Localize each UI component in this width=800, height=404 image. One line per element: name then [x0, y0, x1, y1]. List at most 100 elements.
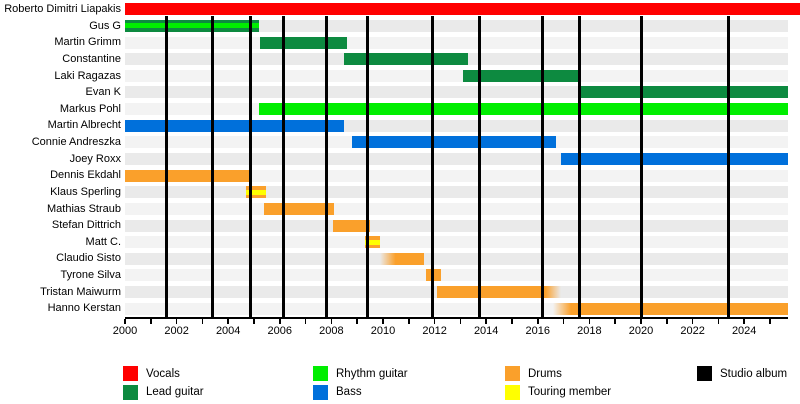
member-label: Claudio Sisto: [56, 252, 121, 265]
row-band: [125, 219, 788, 232]
timeline-bar-rhythm_guitar: [259, 103, 789, 116]
axis-tick: [150, 318, 152, 324]
legend-swatch-vocals: [123, 366, 138, 381]
axis-year-label: 2004: [215, 325, 241, 337]
member-label: Joey Roxx: [69, 152, 121, 165]
legend-label-rhythm_guitar: Rhythm guitar: [336, 367, 408, 380]
legend-label-lead_guitar: Lead guitar: [146, 386, 204, 398]
row-band: [125, 69, 788, 82]
timeline-bar-vocals: [125, 3, 800, 16]
axis-year-label: 2008: [319, 325, 344, 337]
axis-tick: [433, 318, 436, 324]
axis-tick: [640, 318, 642, 324]
axis-year-label: 2010: [370, 325, 396, 337]
timeline-bar-drums: [553, 302, 789, 315]
member-label: Laki Ragazas: [54, 69, 121, 82]
member-label: Klaus Sperling: [50, 185, 121, 198]
timeline-bar-bass: [561, 152, 789, 165]
legend-label-touring_member: Touring member: [528, 386, 612, 398]
studio-album-line: [282, 16, 286, 317]
legend-label-vocals: Vocals: [146, 367, 180, 380]
axis-year-label: 2020: [628, 325, 654, 337]
studio-album-line: [478, 16, 482, 317]
axis-tick: [666, 318, 668, 324]
axis-tick: [201, 318, 204, 324]
axis-year-label: 2018: [577, 325, 602, 337]
axis-tick: [459, 318, 462, 324]
axis-tick: [253, 318, 255, 324]
member-label: Stefan Dittrich: [51, 219, 121, 232]
axis-tick: [175, 318, 178, 324]
member-label: Matt C.: [85, 235, 121, 248]
axis-tick: [382, 318, 384, 324]
axis-year-label: 2022: [680, 325, 705, 337]
timeline-bar-lead_guitar: [344, 53, 469, 66]
axis-tick: [537, 318, 539, 324]
legend-swatch-drums: [505, 366, 520, 381]
timeline-bar-lead_guitar: [579, 86, 789, 99]
studio-album-line: [639, 16, 643, 317]
axis-year-label: 2012: [422, 325, 447, 337]
row-band: [125, 19, 788, 32]
axis-tick: [717, 318, 720, 324]
axis-tick: [614, 318, 616, 324]
member-label: Mathias Straub: [47, 202, 121, 215]
member-label: Constantine: [62, 52, 121, 65]
axis-tick: [691, 318, 694, 324]
studio-album-line: [366, 16, 370, 317]
axis-tick: [743, 318, 745, 324]
axis-year-label: 2002: [164, 325, 189, 337]
x-axis-line: [125, 317, 788, 319]
timeline-bar-lead_guitar: [125, 19, 260, 32]
timeline-bar-bass: [352, 136, 556, 149]
legend-swatch-lead_guitar: [123, 384, 138, 400]
legend-swatch-bass: [313, 384, 328, 400]
row-band: [125, 252, 788, 265]
axis-year-label: 2016: [525, 325, 551, 337]
member-label: Markus Pohl: [59, 102, 121, 115]
axis-tick: [588, 318, 591, 324]
row-band: [125, 186, 788, 199]
row-band: [125, 236, 788, 249]
timeline-bar-drums: [125, 169, 251, 182]
member-label: Martin Grimm: [54, 36, 121, 49]
member-label: Evan K: [85, 86, 121, 99]
inset-stripe-touring_member: [364, 239, 381, 245]
axis-year-label: 2024: [731, 325, 757, 337]
studio-album-line: [211, 16, 215, 317]
member-label: Roberto Dimitri Liapakis: [4, 3, 121, 15]
timeline-bar-drums: [437, 286, 561, 299]
axis-tick: [485, 318, 487, 324]
member-label: Dennis Ekdahl: [50, 169, 121, 182]
studio-album-line: [430, 16, 434, 317]
member-label: Tristan Maiwurm: [40, 285, 121, 298]
timeline-bar-drums: [264, 202, 334, 215]
member-label: Martin Albrecht: [47, 119, 121, 132]
axis-tick: [562, 318, 565, 324]
axis-year-label: 2006: [267, 325, 293, 337]
inset-stripe-rhythm_guitar: [125, 23, 260, 29]
timeline-bar-lead_guitar: [462, 69, 580, 82]
legend-swatch-rhythm_guitar: [313, 366, 328, 381]
studio-album-line: [541, 16, 545, 317]
timeline-bar-drums: [332, 219, 371, 232]
member-label: Hanno Kerstan: [47, 302, 121, 315]
timeline-bar-lead_guitar: [260, 36, 347, 49]
legend-label-bass: Bass: [336, 386, 362, 398]
axis-tick: [124, 318, 126, 324]
studio-album-line: [727, 16, 731, 317]
row-band: [125, 269, 788, 282]
axis-tick: [408, 318, 410, 324]
timeline-bar-drums: [380, 252, 425, 265]
studio-album-line: [164, 16, 168, 317]
legend-label-drums: Drums: [528, 367, 562, 380]
axis-tick: [279, 318, 281, 324]
member-label: Gus G: [89, 19, 121, 32]
axis-tick: [227, 318, 229, 324]
axis-year-label: 2014: [473, 325, 499, 337]
inset-stripe-touring_member: [246, 189, 266, 195]
member-label: Tyrone Silva: [60, 269, 121, 282]
axis-tick: [511, 318, 513, 324]
legend-swatch-touring_member: [505, 384, 520, 400]
